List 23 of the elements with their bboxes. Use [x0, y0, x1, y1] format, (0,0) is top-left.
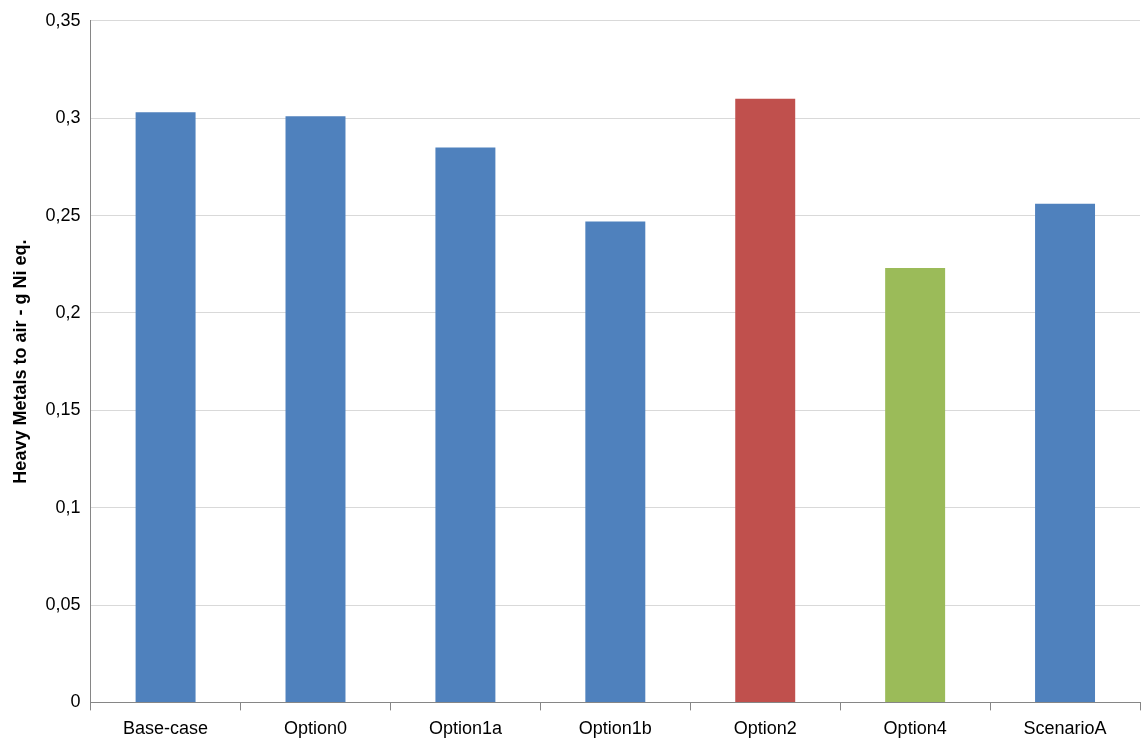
bar	[585, 221, 646, 702]
bar	[435, 147, 496, 702]
x-tick-label: Option0	[283, 718, 348, 739]
y-tick-label: 0,35	[45, 9, 81, 30]
bar	[135, 112, 196, 702]
x-tick-label: Option2	[733, 718, 797, 739]
y-tick-label: 0,15	[45, 399, 81, 420]
x-tick-label: Option1b	[578, 718, 652, 739]
y-tick-label: 0,2	[55, 301, 81, 322]
x-tick-label: ScenarioA	[1023, 718, 1107, 739]
y-axis-title: Heavy Metals to air - g Ni eq.	[9, 239, 30, 484]
x-tick-label: Base-case	[123, 718, 209, 739]
y-tick-label: 0,1	[55, 496, 81, 517]
y-tick-label: 0,3	[55, 107, 81, 128]
bar	[285, 116, 346, 702]
y-tick-label: 0,05	[45, 594, 81, 614]
bar	[885, 268, 946, 702]
y-tick-label: 0	[70, 691, 81, 712]
bar	[1035, 203, 1096, 702]
x-tick-label: Option1a	[428, 718, 503, 739]
bar	[735, 98, 796, 702]
y-tick-label: 0,25	[45, 204, 81, 225]
x-tick-label: Option4	[883, 718, 947, 739]
